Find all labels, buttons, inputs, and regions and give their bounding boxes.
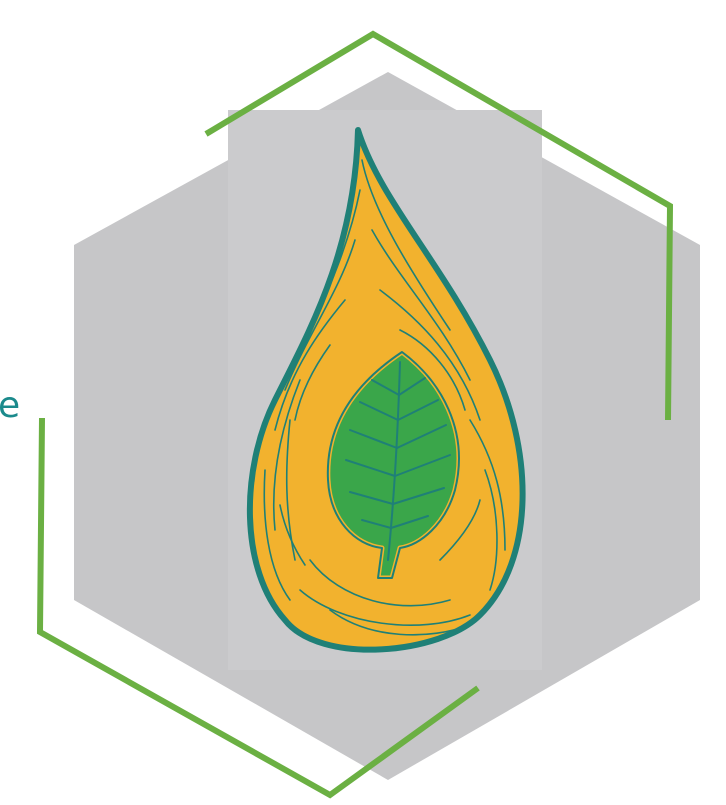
hexagon-outline-bottom-left [36,417,480,799]
leaf-veins [345,361,451,561]
leaf-icon [325,349,462,581]
leaf-outline [326,351,460,579]
hexagon-outline-top-right [204,30,674,421]
cropped-edge-text: e [0,385,21,426]
drop-grain-lines [263,159,506,636]
